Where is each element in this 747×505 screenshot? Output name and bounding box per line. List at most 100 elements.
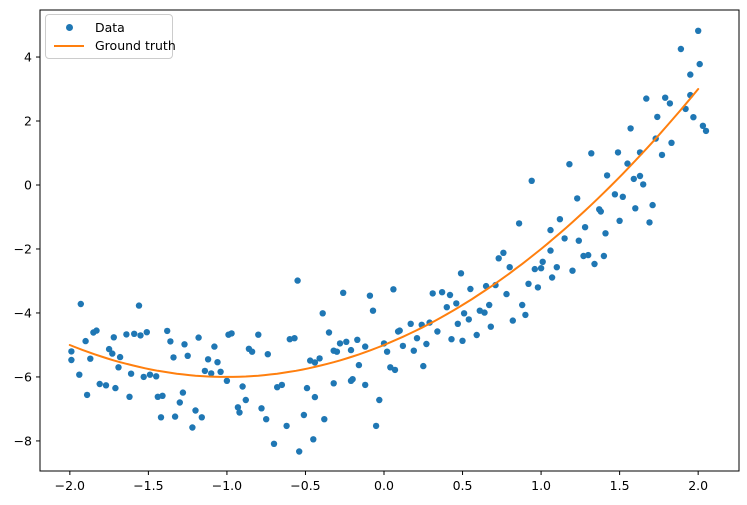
data-point [614, 149, 622, 156]
data-point [643, 95, 650, 102]
data-point [143, 329, 150, 336]
data-point [195, 334, 202, 341]
data-point [181, 341, 188, 348]
data-point [110, 334, 118, 341]
data-point [460, 310, 468, 317]
data-point [383, 348, 391, 355]
data-point [600, 252, 608, 260]
data-point [77, 300, 85, 308]
data-point [167, 338, 174, 345]
data-point [372, 422, 380, 430]
data-point [270, 440, 278, 447]
data-point [454, 320, 461, 327]
data-point [319, 310, 326, 317]
data-point [248, 348, 256, 355]
data-point [115, 364, 122, 371]
data-point [561, 235, 568, 242]
data-point [336, 340, 344, 347]
data-point [105, 345, 113, 353]
x-tick-label: −2.0 [55, 478, 85, 493]
data-point [234, 404, 242, 411]
data-point [649, 201, 656, 209]
data-point [131, 330, 138, 337]
data-point [581, 224, 589, 231]
legend-entry-data: Data [52, 18, 166, 37]
data-point [330, 380, 337, 387]
data-point-icon [65, 23, 73, 31]
data-point [239, 383, 246, 390]
data-point [170, 354, 177, 361]
data-point [171, 413, 179, 420]
data-point [588, 150, 595, 157]
data-point [413, 335, 421, 342]
data-point [264, 351, 271, 358]
data-point [566, 161, 573, 168]
data-point [316, 355, 323, 362]
data-point [82, 337, 89, 345]
data-point [467, 285, 474, 293]
data-point [446, 291, 454, 299]
data-point [486, 301, 493, 309]
data-point [668, 139, 675, 146]
data-point [624, 160, 631, 167]
data-point [702, 127, 710, 135]
y-tick-label: 0 [24, 177, 32, 192]
data-point [176, 399, 183, 406]
data-point [362, 381, 369, 389]
data-point [646, 219, 653, 226]
data-point [500, 249, 507, 256]
data-point [487, 323, 494, 330]
y-tick-label: −8 [14, 433, 32, 448]
data-point [399, 342, 407, 350]
data-point [687, 71, 694, 78]
data-point [465, 316, 472, 323]
legend: Data Ground truth [45, 14, 176, 59]
data-point [93, 327, 100, 334]
legend-label-data: Data [95, 19, 125, 35]
data-point [258, 405, 265, 412]
data-point [204, 356, 212, 363]
data-point [574, 195, 581, 202]
y-tick-label: 4 [24, 50, 32, 65]
data-point [340, 289, 347, 296]
data-point [137, 332, 144, 339]
data-point [585, 251, 592, 259]
data-point [87, 355, 94, 362]
legend-entry-ground-truth: Ground truth [52, 37, 176, 56]
data-point [481, 309, 488, 316]
axes-frame [39, 9, 740, 472]
data-point [189, 424, 196, 431]
data-point [135, 302, 143, 309]
data-point [443, 304, 450, 311]
data-point [366, 292, 374, 299]
data-point [640, 181, 647, 188]
data-point [515, 220, 523, 227]
data-point [528, 177, 535, 184]
data-point [630, 175, 637, 183]
data-point [453, 300, 460, 307]
x-tick-label: 2.0 [688, 478, 708, 493]
data-point [68, 348, 75, 355]
data-point [666, 100, 674, 107]
data-point [83, 391, 91, 399]
data-point [602, 230, 609, 237]
data-point [457, 270, 465, 277]
data-point [506, 264, 513, 271]
data-point [387, 364, 394, 371]
data-point [575, 237, 582, 244]
data-point [294, 277, 301, 284]
data-point [390, 286, 397, 293]
data-point [547, 247, 554, 254]
legend-label-ground-truth: Ground truth [95, 38, 176, 54]
data-point [159, 392, 166, 399]
data-point [619, 193, 626, 200]
data-point [448, 336, 455, 343]
x-tick-label: 1.0 [531, 478, 551, 493]
x-tick-label: 1.5 [610, 478, 630, 493]
data-point [157, 414, 165, 421]
x-tick-label: −1.5 [133, 478, 163, 493]
data-point [208, 370, 215, 377]
data-point [539, 258, 546, 265]
